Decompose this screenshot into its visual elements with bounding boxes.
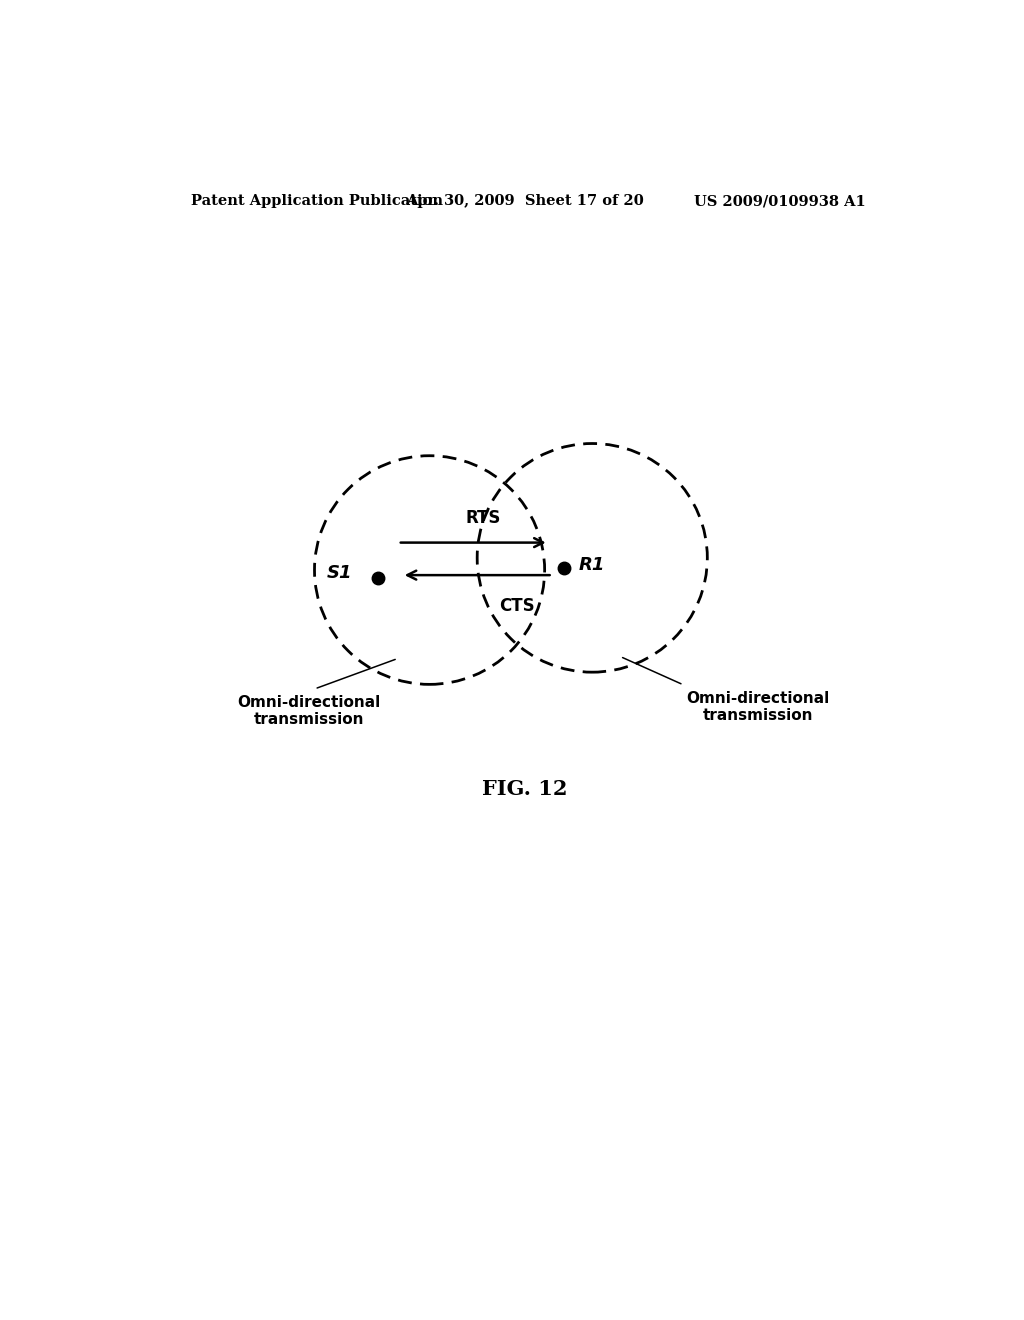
Text: US 2009/0109938 A1: US 2009/0109938 A1 [694,194,866,209]
Text: CTS: CTS [500,598,535,615]
Text: Apr. 30, 2009  Sheet 17 of 20: Apr. 30, 2009 Sheet 17 of 20 [406,194,644,209]
Text: Patent Application Publication: Patent Application Publication [191,194,443,209]
Text: R1: R1 [579,556,605,574]
Text: FIG. 12: FIG. 12 [482,779,567,799]
Text: S1: S1 [327,564,352,582]
Text: Omni-directional
transmission: Omni-directional transmission [686,690,829,723]
Text: RTS: RTS [465,510,501,528]
Text: Omni-directional
transmission: Omni-directional transmission [238,696,381,727]
